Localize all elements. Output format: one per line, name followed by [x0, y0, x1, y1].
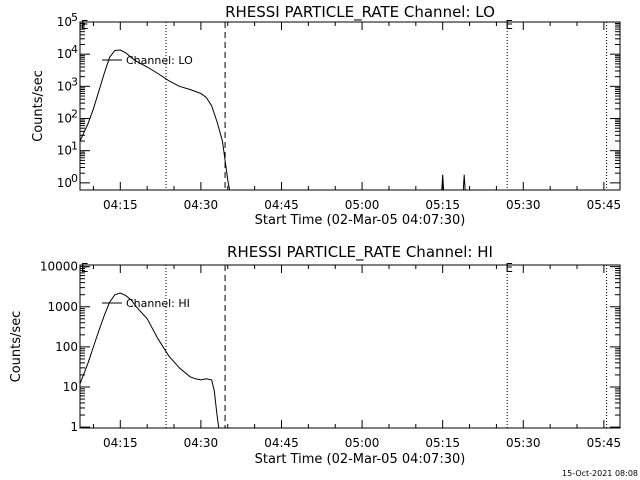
p1-x-tick-label: 05:45 — [587, 436, 622, 450]
p0-series-line-0 — [80, 49, 231, 190]
p1-y-tick-label: 1 — [70, 420, 78, 434]
p0-event-marker: E — [81, 18, 89, 32]
p0-x-tick-label: 04:45 — [264, 198, 299, 212]
p1-x-tick-label: 05:15 — [425, 436, 460, 450]
p0-y-tick-label: 10 — [57, 79, 72, 93]
p1-series-line-0 — [80, 292, 220, 428]
p0-x-tick-label: 05:15 — [425, 198, 460, 212]
p1-x-tick-label: 05:00 — [345, 436, 380, 450]
p0-x-tick-label: 05:45 — [587, 198, 622, 212]
p1-chart-title: RHESSI PARTICLE_RATE Channel: HI — [227, 243, 493, 262]
p1-y-axis-label: Counts/sec — [9, 311, 24, 383]
p0-y-tick-label: 10 — [57, 15, 72, 29]
p1-x-axis-label: Start Time (02-Mar-05 04:07:30) — [255, 452, 466, 467]
p0-y-tick-exponent: 4 — [71, 43, 78, 56]
p1-y-tick-label: 1000 — [47, 300, 78, 314]
p1-x-tick-label: 04:30 — [184, 436, 219, 450]
p0-chart-title: RHESSI PARTICLE_RATE Channel: LO — [225, 3, 495, 22]
p1-x-tick-label: 04:15 — [103, 436, 138, 450]
p1-event-marker: E — [81, 261, 89, 275]
chart-panel-lo: RHESSI PARTICLE_RATE Channel: LO Start Ti… — [31, 3, 621, 228]
chart-panel-hi: RHESSI PARTICLE_RATE Channel: HI Start Ti… — [9, 243, 621, 467]
p1-x-tick-label: 04:45 — [264, 436, 299, 450]
p0-x-tick-label: 05:00 — [345, 198, 380, 212]
p0-x-tick-label: 04:15 — [103, 198, 138, 212]
p1-plot-frame — [79, 264, 621, 429]
p0-event-marker: E — [505, 18, 513, 32]
p0-y-tick-exponent: 2 — [71, 108, 78, 121]
p1-y-tick-label: 10 — [63, 380, 78, 394]
p0-y-tick-label: 10 — [57, 144, 72, 158]
footer-timestamp: 15-Oct-2021 08:08 — [562, 469, 638, 478]
p0-x-axis-label: Start Time (02-Mar-05 04:07:30) — [255, 213, 466, 228]
p1-x-tick-label: 05:30 — [506, 436, 541, 450]
p0-x-tick-label: 05:30 — [506, 198, 541, 212]
p0-legend-label: Channel: LO — [126, 54, 193, 67]
p0-y-tick-exponent: 3 — [71, 75, 78, 88]
p1-legend-label: Channel: HI — [126, 297, 190, 310]
p1-y-tick-label: 100 — [55, 340, 78, 354]
p0-series-line-1 — [441, 174, 466, 190]
p0-y-tick-label: 10 — [57, 47, 72, 61]
p0-y-tick-exponent: 1 — [71, 140, 78, 153]
p0-y-tick-exponent: 5 — [71, 11, 78, 24]
p0-y-tick-label: 10 — [57, 176, 72, 190]
p0-y-axis-label: Counts/sec — [31, 70, 46, 142]
p0-x-tick-label: 04:30 — [184, 198, 219, 212]
p0-series-group — [80, 49, 466, 190]
p1-series-group — [80, 292, 220, 428]
p0-plot-frame — [79, 21, 621, 191]
p0-y-tick-label: 10 — [57, 112, 72, 126]
p1-y-tick-label: 10000 — [40, 260, 78, 274]
p1-event-marker: E — [505, 261, 513, 275]
p0-y-tick-exponent: 0 — [71, 172, 78, 185]
